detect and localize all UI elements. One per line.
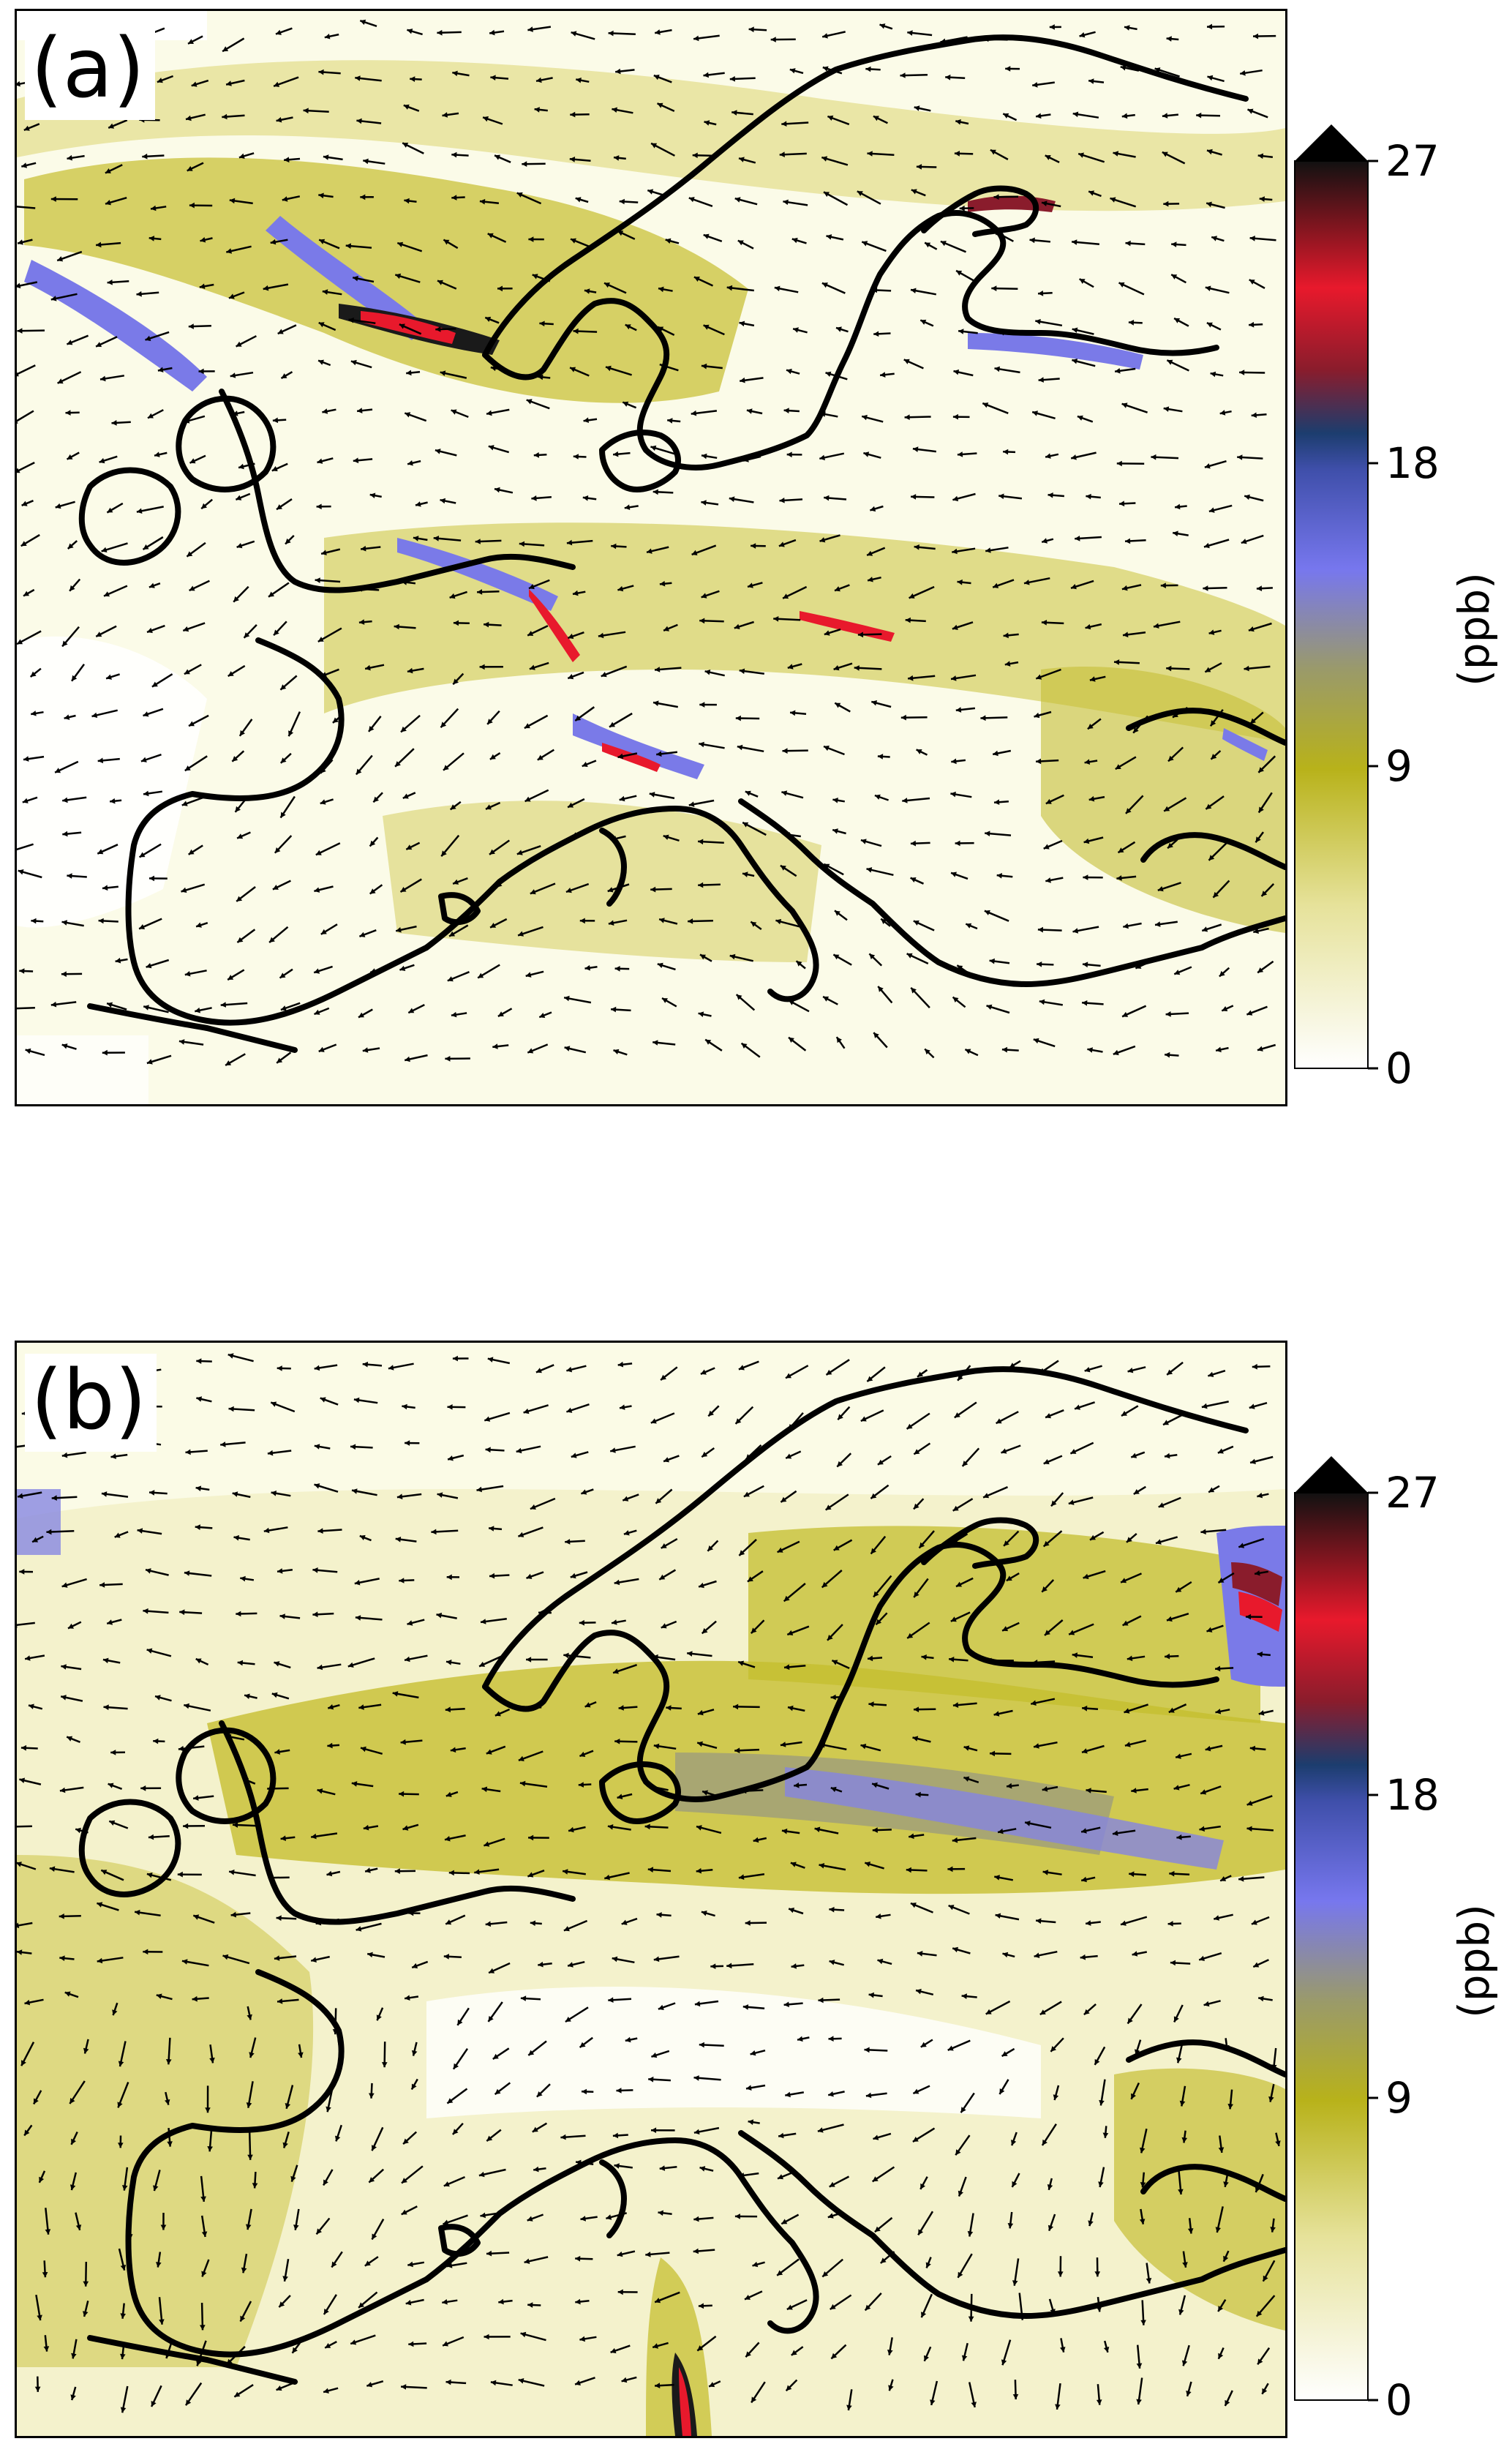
map-panel-b: (b) 27 18 9 0 ( bbox=[0, 1332, 1512, 2444]
colorbar-ticks-a bbox=[1368, 161, 1378, 1068]
colorbar-tick-18: 18 bbox=[1385, 438, 1440, 488]
colorbar-tick-0: 0 bbox=[1385, 1043, 1413, 1093]
panel-label-b: (b) bbox=[25, 1354, 157, 1452]
map-canvas-b bbox=[17, 1343, 1285, 2436]
colorbar-ramp bbox=[1295, 161, 1368, 1068]
colorbar-ramp bbox=[1295, 1493, 1368, 2400]
colorbar-ticks-b bbox=[1368, 1493, 1378, 2400]
colorbar-tick-27: 27 bbox=[1385, 136, 1440, 186]
colorbar-tick-9: 9 bbox=[1385, 741, 1413, 791]
map-frame-b bbox=[15, 1341, 1287, 2438]
map-panel-a: (a) 27 18 9 0 ( bbox=[0, 0, 1512, 1112]
colorbar-tick-18: 18 bbox=[1385, 1770, 1440, 1820]
colorbar-extend-arrow bbox=[1295, 1456, 1368, 1493]
map-frame-a bbox=[15, 9, 1287, 1106]
colorbar-extend-arrow bbox=[1295, 124, 1368, 161]
colorbar-tick-27: 27 bbox=[1385, 1468, 1440, 1518]
wind-vector-arrow-icon bbox=[17, 1826, 32, 1827]
panel-label-a: (a) bbox=[25, 22, 155, 120]
colorbar-b: 27 18 9 0 (ppb) bbox=[1287, 1434, 1512, 2415]
colorbar-tick-0: 0 bbox=[1385, 2375, 1413, 2425]
colorbar-unit-label: (ppb) bbox=[1449, 1904, 1499, 2018]
concentration-field-a bbox=[17, 11, 1285, 1104]
colorbar-unit-label: (ppb) bbox=[1449, 572, 1499, 686]
colorbar-tick-9: 9 bbox=[1385, 2073, 1413, 2123]
colorbar-a: 27 18 9 0 (ppb) bbox=[1287, 102, 1512, 1083]
map-canvas-a bbox=[17, 11, 1285, 1104]
